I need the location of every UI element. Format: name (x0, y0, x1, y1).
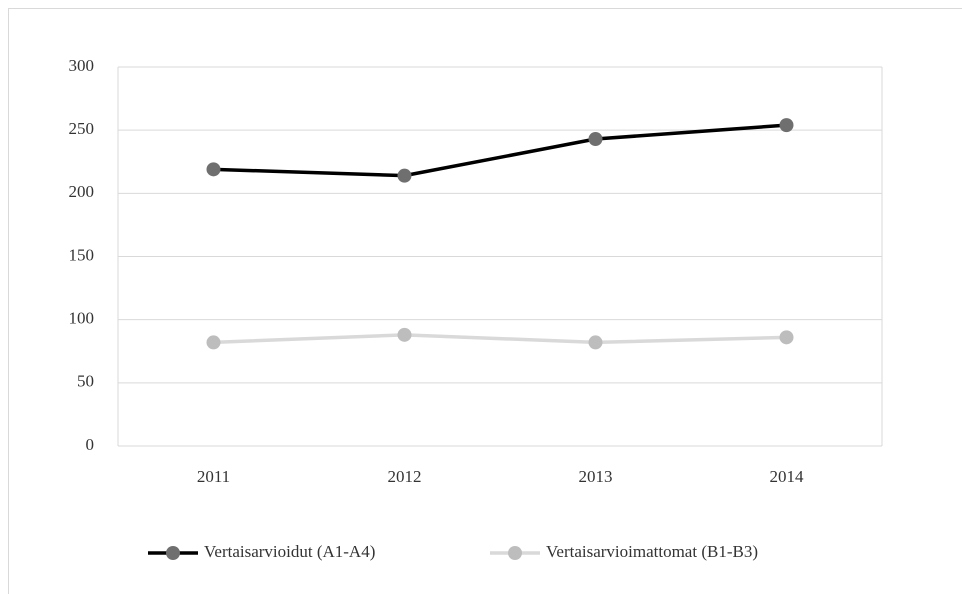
legend-label: Vertaisarvioimattomat (B1-B3) (546, 542, 758, 561)
data-point (397, 168, 412, 183)
series-line (213, 123, 787, 178)
data-point (588, 335, 603, 350)
data-point (779, 118, 794, 133)
y-tick-label: 200 (69, 182, 95, 201)
y-tick-label: 300 (69, 56, 95, 75)
y-tick-label: 50 (77, 372, 94, 391)
legend-label: Vertaisarvioidut (A1-A4) (204, 542, 375, 561)
data-point (206, 162, 221, 177)
y-tick-label: 250 (69, 119, 95, 138)
series-line (213, 333, 787, 345)
legend-marker (508, 546, 522, 560)
data-point (588, 132, 603, 147)
data-point (397, 327, 412, 342)
legend-marker (166, 546, 180, 560)
data-point (779, 330, 794, 345)
x-tick-label: 2011 (197, 467, 230, 486)
x-tick-label: 2014 (770, 467, 805, 486)
x-tick-label: 2012 (388, 467, 422, 486)
chart-border (8, 8, 962, 594)
x-tick-label: 2013 (579, 467, 613, 486)
y-tick-label: 150 (69, 245, 95, 264)
y-tick-label: 100 (69, 309, 95, 328)
y-tick-label: 0 (86, 435, 95, 454)
data-point (206, 335, 221, 350)
